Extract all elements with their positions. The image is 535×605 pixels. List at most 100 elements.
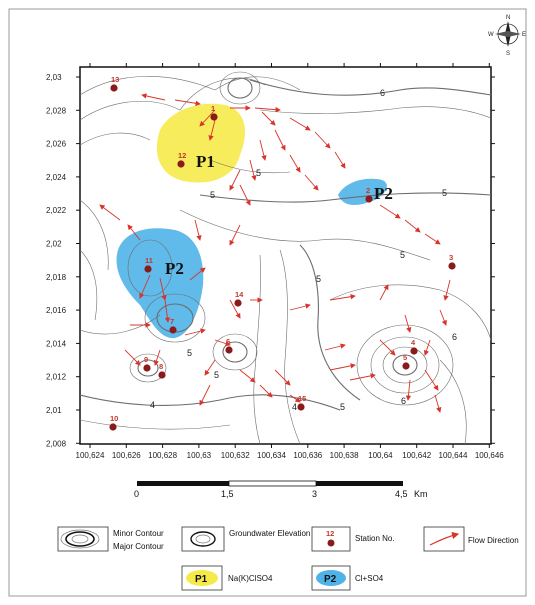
flow-arrow-icon	[429, 531, 460, 546]
scale-label: 0	[134, 489, 139, 499]
compass-w: W	[488, 32, 494, 38]
station-10: 10	[109, 414, 118, 431]
station-marker-icon	[210, 113, 218, 121]
station-8: 8	[158, 362, 166, 379]
x-tick-label: 100,628	[148, 451, 177, 460]
station-marker-icon	[327, 539, 335, 547]
contour-label: 5	[187, 348, 192, 358]
station-11: 11	[144, 256, 153, 273]
station-marker-icon	[410, 347, 418, 355]
station-15: 15	[297, 394, 306, 411]
x-tick-label: 100,624	[76, 451, 105, 460]
contour-label: 6	[401, 396, 406, 406]
compass-rose-icon: N S E W	[488, 15, 526, 57]
y-tick-label: 2,024	[46, 173, 67, 182]
zone-p2-area-east	[338, 178, 387, 205]
y-axis-ticks: 2,032,0282,0262,0242,0222,022,0182,0162,…	[46, 73, 495, 448]
x-tick-label: 100,634	[257, 451, 286, 460]
y-tick-label: 2,01	[46, 406, 62, 415]
legend-groundwater-elevation-text: Groundwater Elevation	[229, 529, 310, 538]
x-tick-label: 100,642	[402, 451, 431, 460]
station-number: 5	[403, 353, 407, 362]
station-marker-icon	[143, 364, 151, 372]
legend-groundwater-elevation: Groundwater Elevation	[229, 529, 310, 538]
station-9: 9	[143, 355, 151, 372]
legend-flow-direction: Flow Direction	[468, 536, 519, 545]
zone-label-p2-west: P2	[165, 259, 184, 278]
flow-arrows	[99, 93, 451, 413]
station-1: 1	[210, 104, 218, 121]
station-marker-icon	[169, 326, 177, 334]
scale-bar: 0 1,5 3 4,5 Km	[134, 480, 428, 499]
contour-label: 5	[340, 402, 345, 412]
station-number: 4	[411, 338, 416, 347]
x-tick-label: 100,64	[368, 451, 393, 460]
station-14: 14	[234, 290, 244, 307]
legend-p1-text: Na(K)ClSO4	[228, 574, 273, 583]
legend-minor-contour: Minor Contour	[113, 529, 164, 538]
station-number: 14	[235, 290, 244, 299]
zone-p2-area-west	[116, 228, 204, 339]
x-tick-label: 100,646	[475, 451, 504, 460]
contour-label-group: 6 5 5 5 5 5 5 5 5 6 6 4 4	[150, 88, 457, 412]
contour-label: 5	[400, 250, 405, 260]
station-marker-icon	[109, 423, 117, 431]
station-marker-icon	[402, 362, 410, 370]
x-axis-ticks: 100,624 100,626 100,628 100,63 100,632 100,63…	[76, 63, 504, 460]
station-marker-icon	[448, 262, 456, 270]
legend-p1-label: P1	[195, 574, 208, 585]
contour-label: 5	[442, 188, 447, 198]
y-tick-label: 2,018	[46, 273, 67, 282]
station-marker-icon	[234, 299, 242, 307]
x-tick-label: 100,638	[330, 451, 359, 460]
compass-n: N	[506, 15, 510, 21]
station-number: 10	[110, 414, 118, 423]
station-number: 1	[211, 104, 215, 113]
y-tick-label: 2,028	[46, 106, 67, 115]
contour-label: 4	[292, 402, 297, 412]
station-12: 12	[177, 151, 186, 168]
scale-label: 3	[312, 489, 317, 499]
contour-lines	[80, 71, 491, 444]
station-number: 15	[298, 394, 306, 403]
legend-station-no: Station No.	[355, 534, 395, 543]
y-tick-label: 2,012	[46, 373, 67, 382]
legend-p2-label: P2	[324, 574, 337, 585]
contour-label: 5	[214, 370, 219, 380]
station-number: 2	[366, 186, 370, 195]
station-5: 5	[402, 353, 410, 370]
y-tick-label: 2,02	[46, 240, 62, 249]
station-13: 13	[110, 75, 119, 92]
station-number: 7	[170, 317, 174, 326]
page-border	[8, 8, 527, 597]
contour-label: 5	[210, 190, 215, 200]
station-marker-icon	[297, 403, 305, 411]
x-tick-label: 100,626	[112, 451, 141, 460]
station-6: 6	[225, 337, 233, 354]
legend: Minor Contour Major Contour Groundwater …	[57, 526, 519, 591]
station-3: 3	[448, 253, 456, 270]
x-tick-label: 100,632	[221, 451, 250, 460]
x-tick-label: 100,636	[293, 451, 322, 460]
y-tick-label: 2,014	[46, 339, 67, 348]
station-number: 6	[226, 337, 230, 346]
scale-unit: Km	[414, 489, 428, 499]
station-marker-icon	[365, 195, 373, 203]
y-tick-label: 2,03	[46, 73, 62, 82]
legend-p2-text: Cl+SO4	[355, 574, 384, 583]
station-marker-icon	[158, 371, 166, 379]
x-tick-label: 100,63	[187, 451, 212, 460]
y-tick-label: 2,016	[46, 306, 67, 315]
station-number: 11	[145, 256, 153, 265]
contour-label: 6	[380, 88, 385, 98]
legend-major-contour: Major Contour	[113, 542, 164, 551]
contour-label: 5	[256, 168, 261, 178]
zone-label-p1: P1	[196, 152, 215, 171]
scale-label: 1,5	[221, 489, 234, 499]
station-number: 3	[449, 253, 453, 262]
compass-e: E	[522, 32, 526, 38]
station-2: 2	[365, 186, 373, 203]
